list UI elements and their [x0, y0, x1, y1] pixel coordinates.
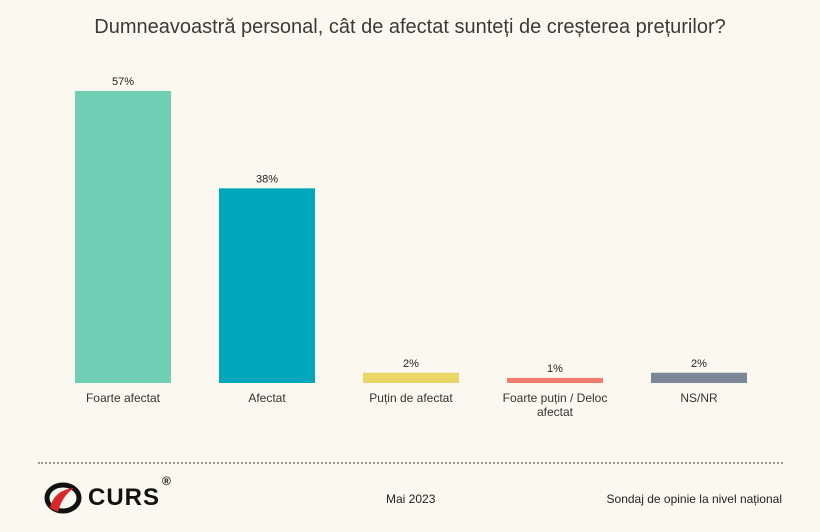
bar: [75, 91, 171, 383]
category-label: Afectat: [248, 391, 286, 405]
data-label: 1%: [547, 363, 563, 375]
footer-divider: [38, 462, 783, 464]
bar: [219, 188, 315, 383]
data-label: 57%: [112, 76, 134, 88]
logo-text: CURS®: [88, 474, 172, 511]
curs-logo-icon: [44, 482, 82, 514]
category-label: Puțin de afectat: [369, 391, 453, 405]
category-label: afectat: [537, 405, 574, 419]
data-label: 2%: [403, 358, 419, 370]
category-label: NS/NR: [680, 391, 718, 405]
data-label: 38%: [256, 173, 278, 185]
chart-title: Dumneavoastră personal, cât de afectat s…: [94, 16, 726, 38]
category-label: Foarte afectat: [86, 391, 161, 405]
survey-source: Sondaj de opinie la nivel național: [606, 492, 782, 506]
bar-chart: 57% Foarte afectat 38% Afectat 2% Puțin de af…: [75, 76, 747, 419]
category-label: Foarte puțin / Deloc: [503, 391, 608, 405]
data-label: 2%: [691, 358, 707, 370]
curs-logo: CURS®: [44, 474, 172, 514]
survey-date: Mai 2023: [386, 492, 436, 506]
bar: [363, 372, 459, 383]
bar: [507, 377, 603, 383]
bar: [651, 372, 747, 383]
